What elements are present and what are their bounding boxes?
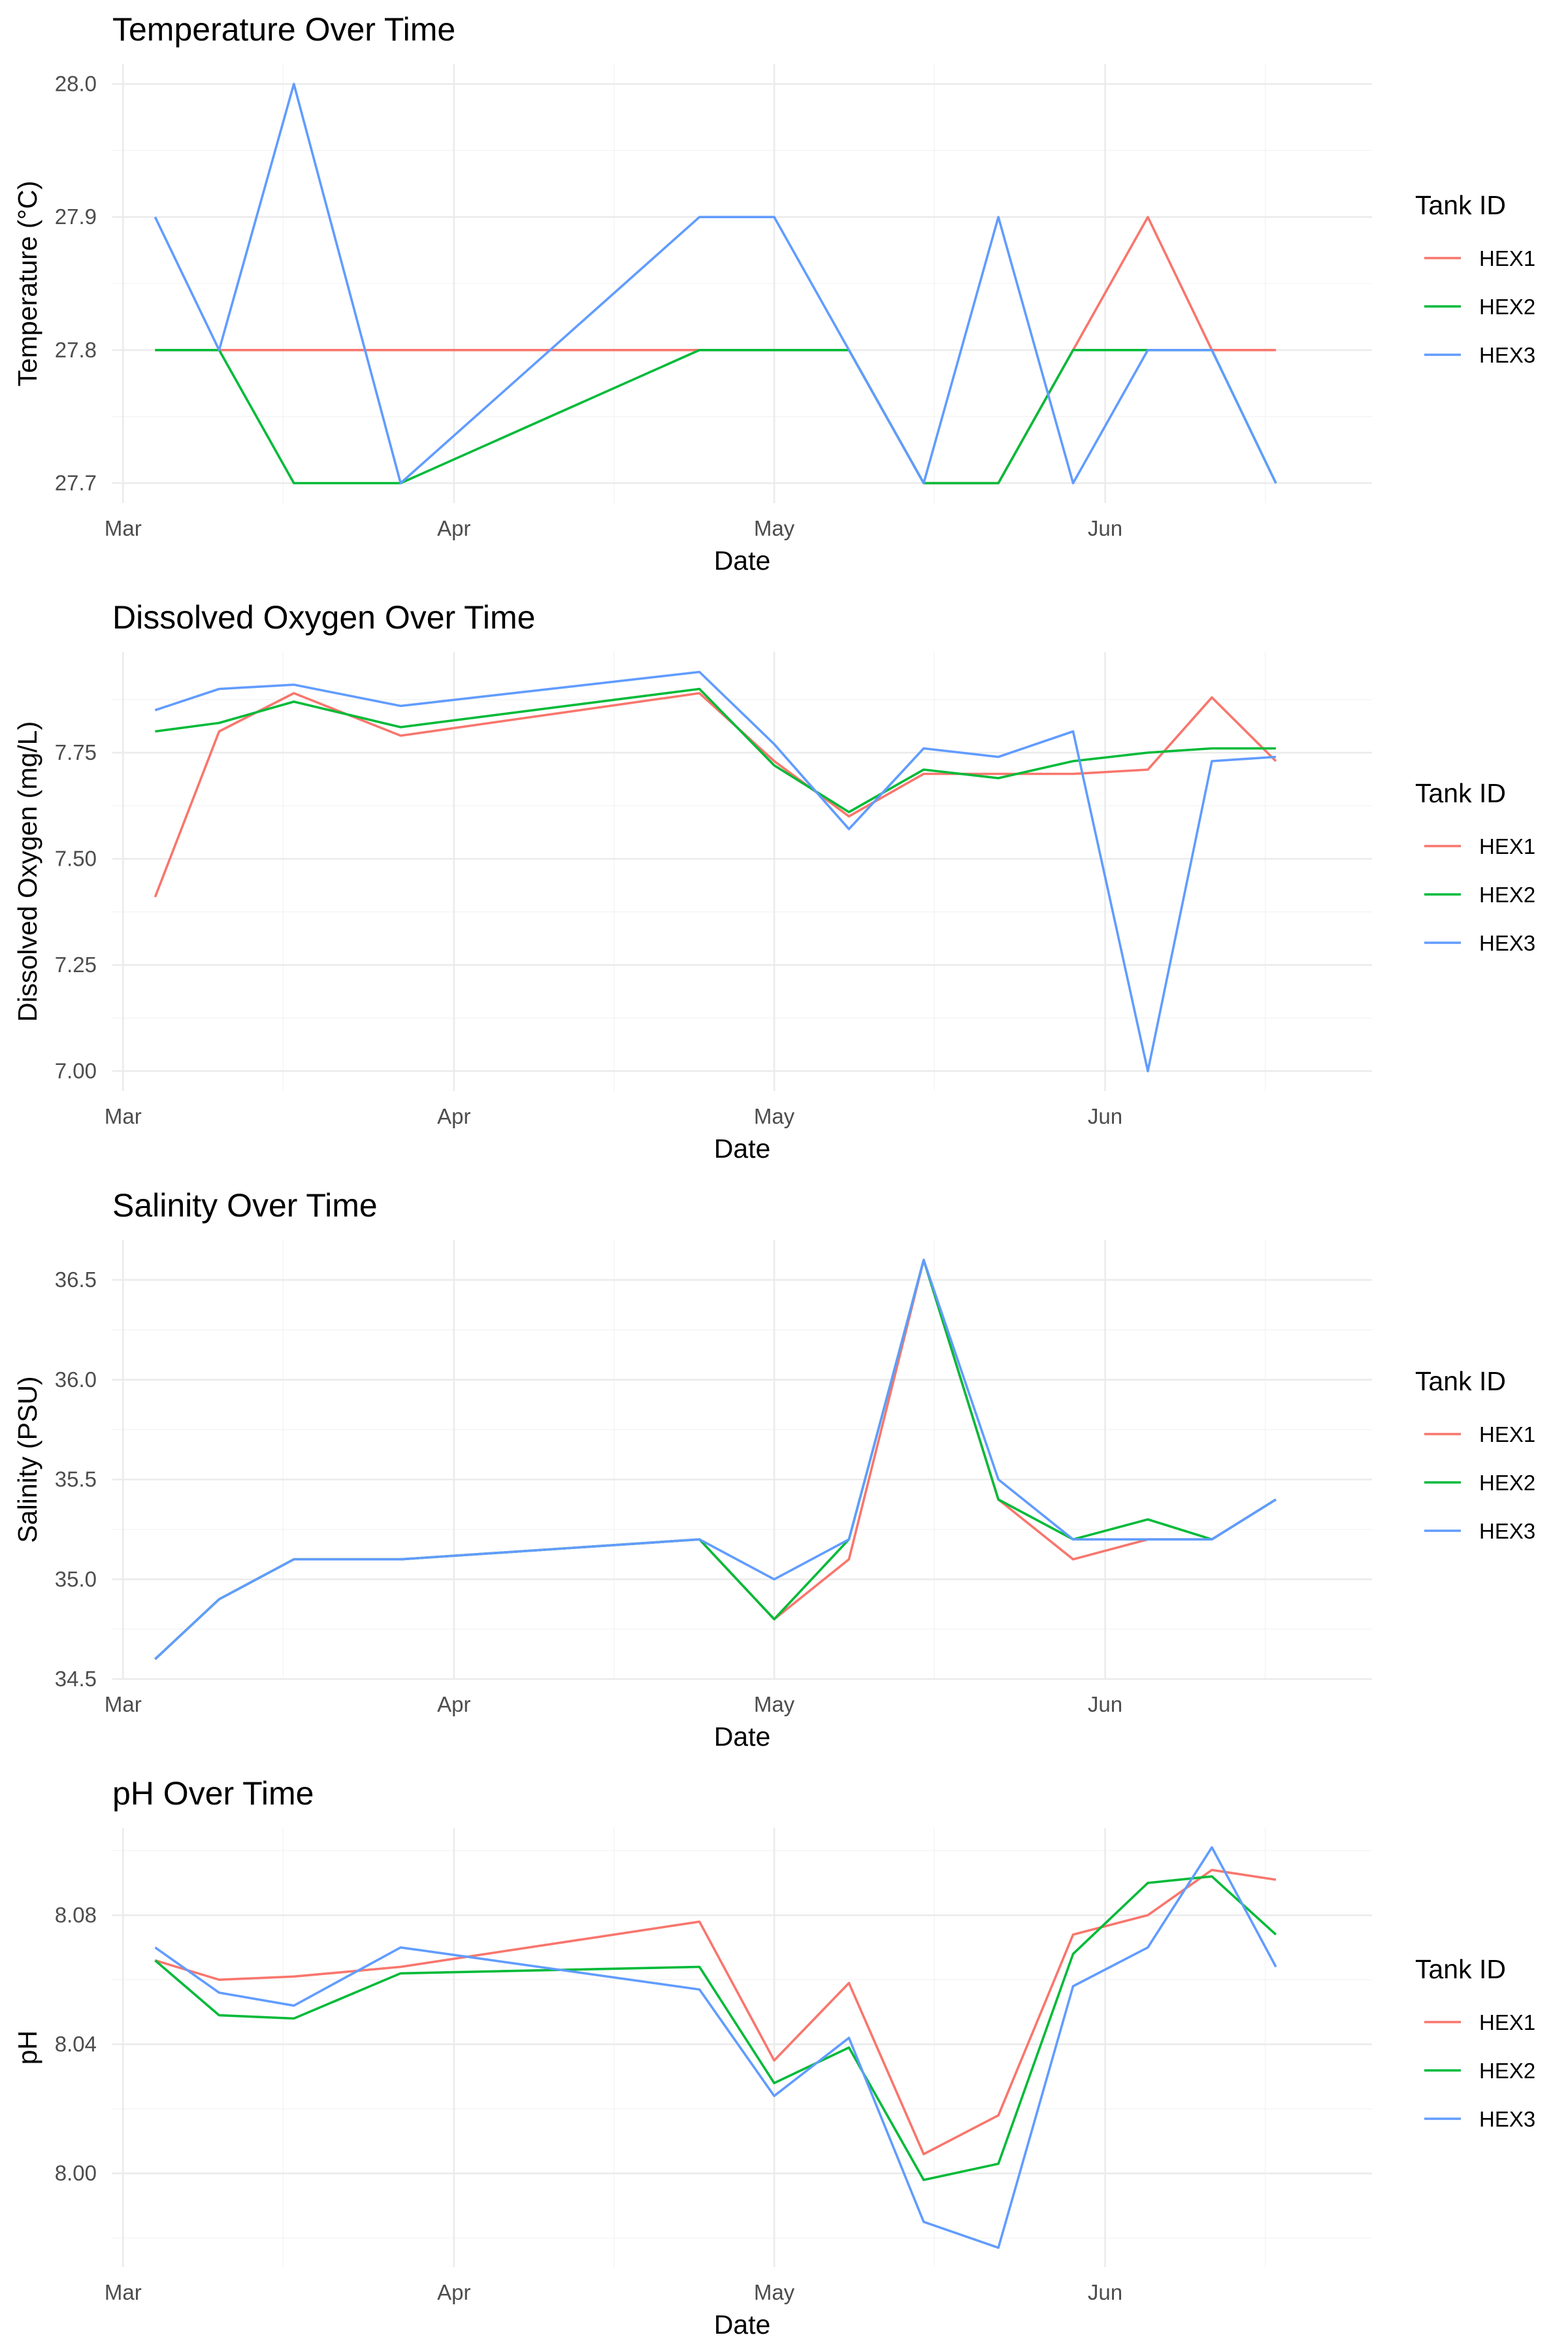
x-tick-label: Apr: [437, 2280, 470, 2304]
x-axis-title: Date: [714, 1134, 771, 1164]
y-tick-label: 7.00: [55, 1058, 97, 1083]
x-tick-label: Mar: [105, 2280, 142, 2304]
series-line-hex3: [154, 1258, 1277, 1660]
legend-label-hex1: HEX1: [1479, 834, 1535, 858]
series-line-hex3: [154, 670, 1277, 1073]
y-axis-title: pH: [12, 2031, 42, 2065]
x-tick-label: Mar: [105, 1692, 142, 1716]
legend-title: Tank ID: [1415, 778, 1506, 808]
y-tick-label: 7.50: [55, 847, 97, 871]
legend-title: Tank ID: [1415, 1954, 1506, 1984]
series-line-hex2: [155, 687, 1276, 813]
chart-title: Temperature Over Time: [112, 11, 455, 48]
x-tick-label: Jun: [1088, 1692, 1122, 1716]
y-tick-label: 8.04: [55, 2032, 97, 2056]
series-line-hex2: [154, 1875, 1277, 2181]
legend-label-hex3: HEX3: [1479, 2107, 1535, 2131]
legend-label-hex2: HEX2: [1479, 1471, 1535, 1495]
legend: Tank ID HEX1 HEX2 HEX3: [1415, 1954, 1535, 2131]
y-axis-title: Dissolved Oxygen (mg/L): [12, 721, 42, 1022]
series-line-hex1: [154, 692, 1277, 898]
x-tick-label: May: [754, 2280, 795, 2304]
legend-label-hex2: HEX2: [1479, 2059, 1535, 2083]
legend-label-hex1: HEX1: [1479, 2010, 1535, 2034]
series-line-hex3: [154, 82, 1277, 485]
y-tick-label: 28.0: [55, 72, 97, 96]
panel-3: 34.5 35.0 35.5 36.0 36.5 Mar Apr May Jun Salinity…: [12, 1187, 1535, 1752]
y-tick-label: 8.08: [55, 1903, 97, 1927]
legend: Tank ID HEX1 HEX2 HEX3: [1415, 778, 1535, 955]
legend-label-hex2: HEX2: [1479, 295, 1535, 319]
y-axis-title: Temperature (°C): [12, 181, 42, 387]
x-tick-label: Jun: [1088, 2280, 1122, 2304]
legend-label-hex1: HEX1: [1479, 1422, 1535, 1446]
legend-label-hex3: HEX3: [1479, 1519, 1535, 1543]
y-tick-label: 7.25: [55, 953, 97, 977]
x-tick-label: Mar: [105, 1104, 142, 1128]
y-axis-title: Salinity (PSU): [12, 1376, 42, 1543]
y-tick-label: 7.75: [55, 740, 97, 764]
y-tick-label: 36.5: [55, 1267, 97, 1292]
series-line-hex1: [154, 1869, 1277, 2155]
y-tick-label: 35.5: [55, 1467, 97, 1492]
y-tick-label: 27.7: [55, 470, 97, 495]
legend-title: Tank ID: [1415, 190, 1506, 220]
panel-2: 7.00 7.25 7.50 7.75 Mar Apr May Jun Dissolved Ox…: [12, 599, 1535, 1164]
series-line-hex3: [154, 1846, 1277, 2249]
x-axis-title: Date: [714, 2310, 771, 2340]
legend: Tank ID HEX1 HEX2 HEX3: [1415, 1366, 1535, 1543]
legend-label-hex3: HEX3: [1479, 931, 1535, 955]
legend-title: Tank ID: [1415, 1366, 1506, 1396]
x-tick-label: Apr: [437, 1104, 470, 1128]
y-tick-label: 27.8: [55, 338, 97, 362]
chart-title: pH Over Time: [112, 1775, 314, 1812]
x-tick-label: Jun: [1088, 516, 1122, 540]
series-line-hex2: [154, 1258, 1277, 1660]
panel-4: 8.00 8.04 8.08 Mar Apr May Jun pH Over Time Date…: [12, 1775, 1535, 2340]
x-tick-label: Jun: [1088, 1104, 1122, 1128]
x-tick-label: Mar: [105, 516, 142, 540]
y-tick-label: 8.00: [55, 2161, 97, 2185]
y-tick-label: 34.5: [55, 1667, 97, 1691]
legend: Tank ID HEX1 HEX2 HEX3: [1415, 190, 1535, 367]
x-tick-label: May: [754, 1104, 795, 1128]
chart-title: Dissolved Oxygen Over Time: [112, 599, 535, 636]
x-tick-label: Apr: [437, 1692, 470, 1716]
x-tick-label: May: [754, 1692, 795, 1716]
y-tick-label: 36.0: [55, 1367, 97, 1392]
panel-1: 27.7 27.8 27.9 28.0 Mar Apr May Jun Temperature …: [12, 11, 1535, 576]
legend-label-hex3: HEX3: [1479, 343, 1535, 367]
legend-label-hex1: HEX1: [1479, 246, 1535, 270]
x-axis-title: Date: [714, 546, 771, 576]
series-line-hex1: [154, 1258, 1277, 1660]
x-axis-title: Date: [714, 1722, 771, 1752]
y-tick-label: 27.9: [55, 204, 97, 229]
y-tick-label: 35.0: [55, 1567, 97, 1591]
x-tick-label: May: [754, 516, 795, 540]
x-tick-label: Apr: [437, 516, 470, 540]
legend-label-hex2: HEX2: [1479, 883, 1535, 907]
chart-title: Salinity Over Time: [112, 1187, 378, 1224]
